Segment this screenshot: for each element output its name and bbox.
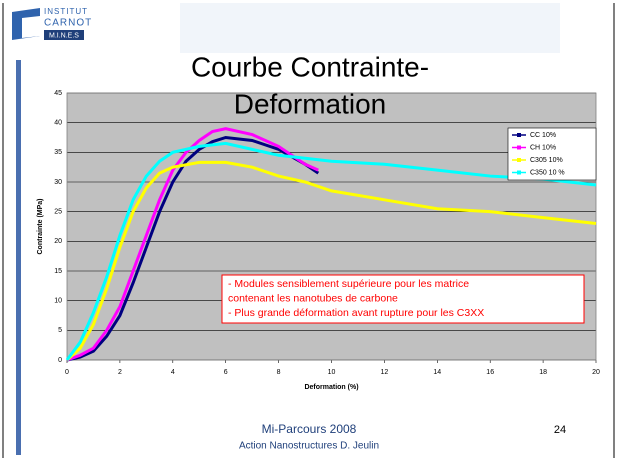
y-tick-label: 30 <box>54 179 62 186</box>
x-tick-label: 6 <box>224 369 228 376</box>
y-tick-label: 35 <box>54 149 62 156</box>
logo: INSTITUT CARNOT M.I.N.E.S <box>12 7 92 40</box>
series-line <box>65 160 597 362</box>
annotation-text: contenant les nanotubes de carbone <box>228 292 398 304</box>
x-tick-label: 2 <box>118 369 122 376</box>
footer: Mi-Parcours 2008 <box>262 422 357 436</box>
x-tick-label: 18 <box>539 369 547 376</box>
y-tick-label: 20 <box>54 238 62 245</box>
legend-marker <box>517 158 521 162</box>
legend-label: CC 10% <box>530 132 556 139</box>
annotation-text: - Plus grande déformation avant rupture … <box>228 307 484 319</box>
x-tick-label: 12 <box>381 369 389 376</box>
x-tick-label: 4 <box>171 369 175 376</box>
chart: 0 5 10 15 20 25 30 35 40 45 0 2 4 6 8 10 12 14 16 18 20 Defor… <box>37 90 600 391</box>
y-tick-label: 15 <box>54 268 62 275</box>
x-tick-label: 16 <box>486 369 494 376</box>
legend-label: CH 10% <box>530 144 556 151</box>
y-tick-label: 40 <box>54 120 62 127</box>
logo-mark <box>22 16 40 38</box>
legend <box>507 127 597 181</box>
legend-label: C350 10 % <box>530 169 565 176</box>
series-line <box>66 135 320 362</box>
logo-text: M.I.N.E.S <box>49 32 79 39</box>
y-tick-label: 5 <box>58 327 62 334</box>
series-line <box>65 141 597 361</box>
y-axis-label: Contrainte (MPa) <box>37 199 44 255</box>
plot-border <box>66 92 597 361</box>
x-tick-label: 10 <box>328 369 336 376</box>
logo-text: CARNOT <box>44 18 92 29</box>
series-line <box>66 127 319 362</box>
header-band <box>180 3 560 53</box>
legend-label: C305 10% <box>530 157 563 164</box>
annotation-text: - Modules sensiblement supérieure pour l… <box>228 278 469 290</box>
x-tick-label: 14 <box>433 369 441 376</box>
page-number: 24 <box>554 424 566 436</box>
slide-title: Courbe Contrainte- <box>191 51 429 82</box>
x-tick-label: 20 <box>592 369 600 376</box>
y-tick-label: 45 <box>54 90 62 97</box>
legend-marker <box>517 133 521 137</box>
x-tick-label: 0 <box>65 369 69 376</box>
y-tick-label: 10 <box>54 298 62 305</box>
slide-title: Deformation <box>234 88 387 119</box>
legend-marker <box>517 170 521 175</box>
legend-marker <box>517 145 521 150</box>
footer: Action Nanostructures D. Jeulin <box>239 441 379 452</box>
annotation-box <box>221 274 585 324</box>
x-axis-label: Deformation (%) <box>304 384 358 391</box>
logo-text: INSTITUT <box>44 7 88 16</box>
logo-box <box>44 30 84 40</box>
y-tick-label: 0 <box>58 357 62 364</box>
side-bar <box>16 60 21 455</box>
y-tick-label: 25 <box>54 209 62 216</box>
x-tick-label: 8 <box>277 369 281 376</box>
